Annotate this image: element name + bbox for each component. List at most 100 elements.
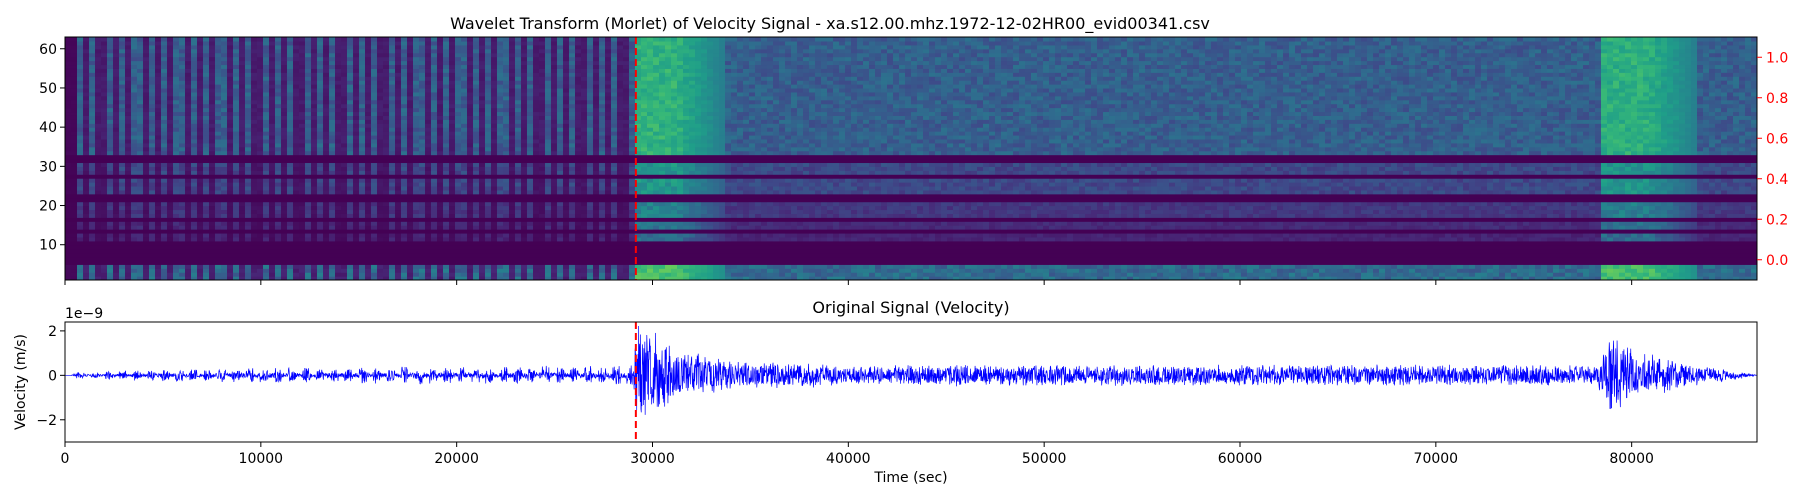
heatmap-cell bbox=[149, 189, 156, 195]
heatmap-cell bbox=[311, 217, 318, 222]
heatmap-cell bbox=[77, 189, 84, 195]
heatmap-cell bbox=[113, 131, 120, 136]
heatmap-cell bbox=[185, 115, 192, 120]
heatmap-cell bbox=[311, 174, 318, 179]
heatmap-cell bbox=[485, 276, 492, 280]
heatmap-cell bbox=[155, 229, 162, 234]
heatmap-cell bbox=[251, 44, 258, 50]
heatmap-cell bbox=[503, 127, 510, 132]
heatmap-cell bbox=[209, 193, 216, 199]
heatmap-cell bbox=[311, 248, 318, 254]
heatmap-cell bbox=[71, 205, 78, 211]
heatmap-cell bbox=[275, 115, 282, 120]
heatmap-cell bbox=[179, 252, 186, 258]
heatmap-cell bbox=[479, 142, 486, 148]
heatmap-cell bbox=[209, 209, 216, 214]
heatmap-cell bbox=[431, 76, 438, 81]
heatmap-cell bbox=[437, 134, 444, 140]
heatmap-cell bbox=[269, 37, 276, 42]
heatmap-cell bbox=[299, 213, 306, 218]
heatmap-cell bbox=[251, 48, 258, 54]
heatmap-cell bbox=[491, 201, 498, 207]
heatmap-cell bbox=[275, 37, 282, 42]
heatmap-cell bbox=[65, 170, 72, 175]
heatmap-cell bbox=[113, 142, 120, 148]
heatmap-cell bbox=[239, 209, 246, 214]
heatmap-cell bbox=[371, 209, 378, 214]
heatmap-cell bbox=[113, 205, 120, 211]
heatmap-cell bbox=[509, 146, 516, 152]
heatmap-cell bbox=[245, 209, 252, 214]
heatmap-cell bbox=[209, 154, 216, 160]
heatmap-cell bbox=[509, 213, 516, 218]
heatmap-cell bbox=[299, 107, 306, 113]
heatmap-cell bbox=[317, 268, 324, 273]
heatmap-cell bbox=[239, 95, 246, 101]
heatmap-cell bbox=[191, 60, 198, 66]
heatmap-cell bbox=[203, 107, 210, 113]
heatmap-cell bbox=[101, 268, 108, 273]
heatmap-cell bbox=[407, 56, 414, 62]
heatmap-cell bbox=[353, 221, 360, 226]
heatmap-cell bbox=[413, 115, 420, 120]
heatmap-cell bbox=[419, 189, 426, 195]
heatmap-cell bbox=[71, 115, 78, 120]
heatmap-cell bbox=[215, 272, 222, 277]
heatmap-cell bbox=[473, 229, 480, 234]
heatmap-cell bbox=[527, 244, 534, 250]
heatmap-cell bbox=[185, 272, 192, 277]
heatmap-cell bbox=[383, 158, 390, 164]
heatmap-cell bbox=[131, 44, 138, 50]
heatmap-cell bbox=[281, 193, 288, 199]
heatmap-cell bbox=[251, 107, 258, 113]
heatmap-cell bbox=[131, 115, 138, 120]
heatmap-cell bbox=[65, 189, 72, 195]
heatmap-cell bbox=[329, 52, 336, 58]
heatmap-cell bbox=[515, 111, 522, 116]
heatmap-cell bbox=[305, 197, 312, 203]
heatmap-cell bbox=[527, 236, 534, 242]
heatmap-cell bbox=[437, 201, 444, 207]
heatmap-cell bbox=[425, 197, 432, 203]
heatmap-cell bbox=[131, 236, 138, 242]
heatmap-cell bbox=[419, 76, 426, 81]
heatmap-cell bbox=[77, 44, 84, 50]
heatmap-cell bbox=[407, 201, 414, 207]
heatmap-cell bbox=[431, 146, 438, 152]
heatmap-cell bbox=[179, 201, 186, 207]
heatmap-cell bbox=[245, 60, 252, 66]
heatmap-cell bbox=[515, 40, 522, 46]
heatmap-cell bbox=[473, 146, 480, 152]
heatmap-cell bbox=[269, 134, 276, 140]
heatmap-cell bbox=[251, 185, 258, 191]
heatmap-cell bbox=[479, 272, 486, 277]
heatmap-cell bbox=[167, 268, 174, 273]
heatmap-cell bbox=[497, 76, 504, 81]
heatmap-cell bbox=[389, 209, 396, 214]
heatmap-cell bbox=[191, 170, 198, 175]
heatmap-cell bbox=[155, 123, 162, 128]
heatmap-cell bbox=[125, 236, 132, 242]
heatmap-cell bbox=[491, 107, 498, 113]
heatmap-cell bbox=[173, 178, 180, 183]
heatmap-cell bbox=[419, 87, 426, 93]
heatmap-cell bbox=[143, 229, 150, 234]
heatmap-cell bbox=[491, 48, 498, 54]
heatmap-cell bbox=[251, 72, 258, 77]
heatmap-cell bbox=[77, 232, 84, 238]
heatmap-cell bbox=[419, 99, 426, 105]
heatmap-cell bbox=[287, 119, 294, 124]
heatmap-cell bbox=[161, 142, 168, 148]
heatmap-cell bbox=[293, 142, 300, 148]
heatmap-cell bbox=[197, 134, 204, 140]
heatmap-cell bbox=[413, 178, 420, 183]
heatmap-cell bbox=[95, 209, 102, 214]
heatmap-cell bbox=[407, 193, 414, 199]
heatmap-cell bbox=[269, 158, 276, 164]
heatmap-cell bbox=[89, 111, 96, 116]
heatmap-cell bbox=[293, 107, 300, 113]
heatmap-cell bbox=[113, 154, 120, 160]
heatmap-cell bbox=[155, 87, 162, 93]
heatmap-cell bbox=[299, 44, 306, 50]
heatmap-cell bbox=[479, 76, 486, 81]
